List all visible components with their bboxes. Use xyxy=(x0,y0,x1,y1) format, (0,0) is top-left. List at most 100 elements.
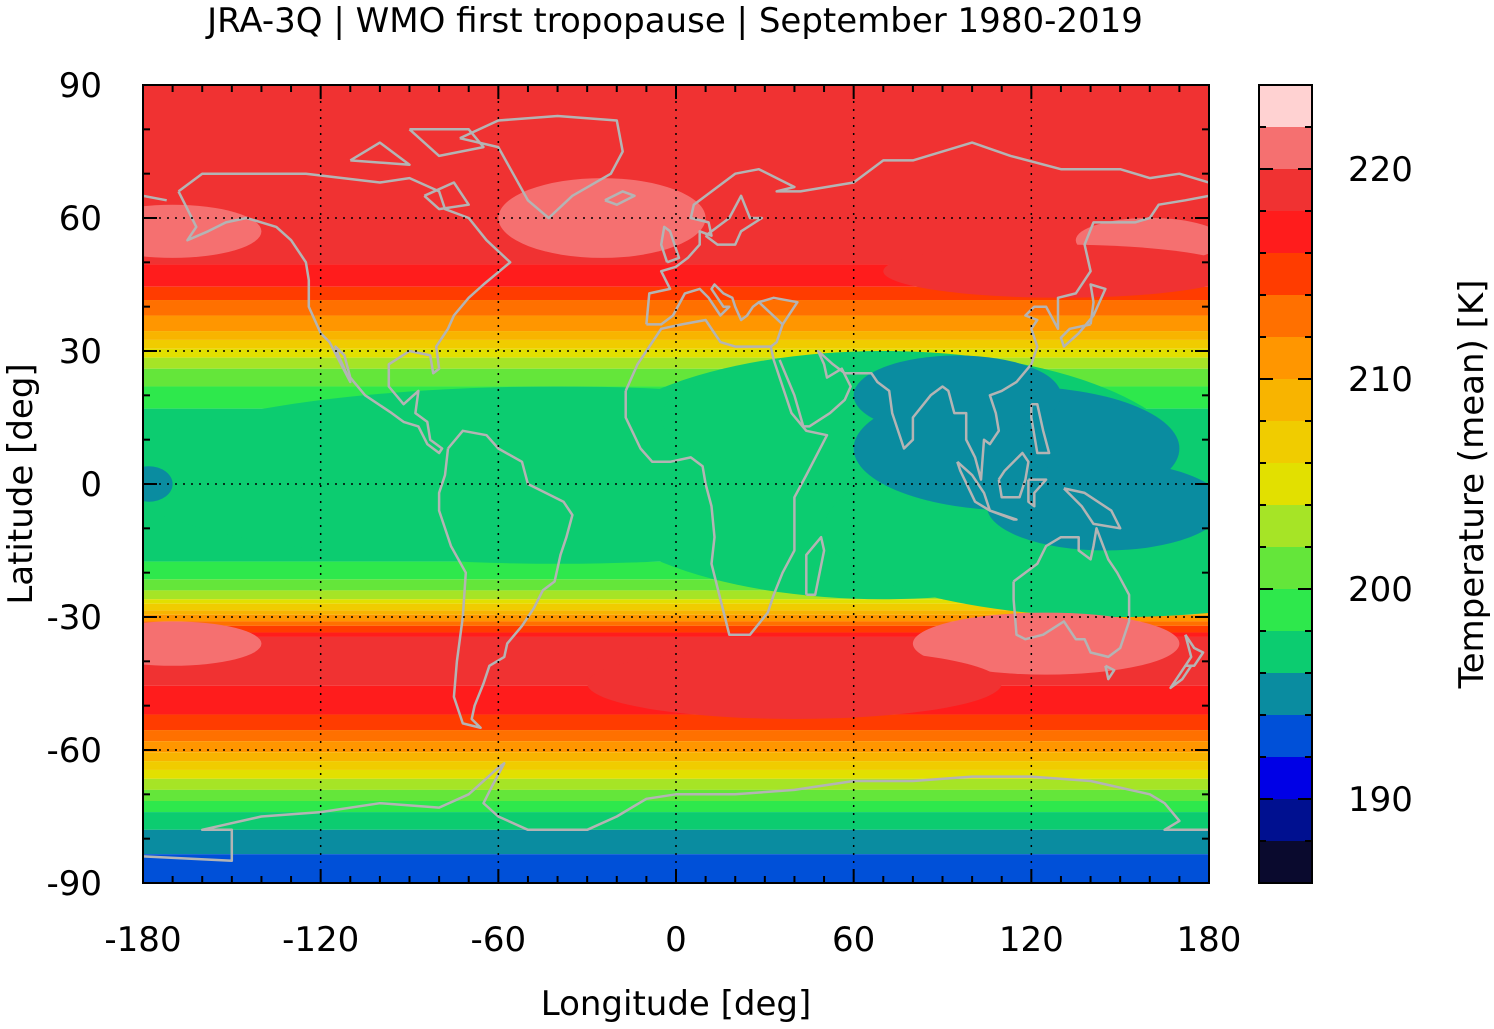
coastline xyxy=(989,509,1018,521)
coastline xyxy=(408,128,485,158)
colorbar-tick-label: 200 xyxy=(1348,570,1413,610)
colorbar-swatch xyxy=(1259,337,1312,379)
temperature-band xyxy=(143,339,1209,349)
tick-marks xyxy=(142,84,1210,884)
colorbar-swatch xyxy=(1259,295,1312,337)
coastline xyxy=(349,141,411,167)
colorbar-tick-label: 190 xyxy=(1348,780,1413,820)
coastline xyxy=(1012,527,1131,659)
colorbar-tick-marks xyxy=(1259,84,1312,884)
temperature-band xyxy=(143,315,1209,332)
coastline xyxy=(1184,634,1205,668)
coastline xyxy=(778,194,1209,481)
coastline xyxy=(997,451,1030,499)
coastline xyxy=(459,114,624,220)
x-tick-label: 180 xyxy=(1177,920,1242,960)
y-axis-label: Latitude [deg] xyxy=(1,363,41,604)
temperature-band xyxy=(143,752,1209,762)
temperature-band xyxy=(143,599,1209,604)
temperature-band xyxy=(143,621,1209,626)
temperature-band xyxy=(143,610,1209,615)
colorbar-label: Temperature (mean) [K] xyxy=(1452,280,1492,690)
x-tick-label: -120 xyxy=(282,920,359,960)
y-tick-label: 0 xyxy=(80,465,102,505)
coastline xyxy=(757,296,799,326)
colorbar-swatch xyxy=(1259,127,1312,169)
temperature-band xyxy=(143,778,1209,790)
colorbar-swatch xyxy=(1259,211,1312,253)
colorbar-swatch xyxy=(1259,463,1312,505)
coastline xyxy=(143,194,167,202)
coastline xyxy=(143,762,1209,863)
y-tick-labels: 90 60 30 0 -30 -60 -90 xyxy=(46,66,102,904)
colorbar-swatch xyxy=(1259,85,1312,127)
colorbar-swatch xyxy=(1259,169,1312,211)
colorbar-swatch xyxy=(1259,589,1312,631)
temperature-anomaly xyxy=(498,178,706,258)
y-tick-label: 60 xyxy=(59,199,102,239)
y-tick-label: -30 xyxy=(46,598,102,638)
temperature-anomaly xyxy=(587,648,1002,719)
temperature-anomaly xyxy=(883,244,1209,298)
x-tick-label: -180 xyxy=(104,920,181,960)
chart-title: JRA-3Q | WMO first tropopause | Septembe… xyxy=(205,1,1143,41)
colorbar xyxy=(1259,85,1312,883)
colorbar-swatch xyxy=(1259,421,1312,463)
coastlines xyxy=(143,114,1209,863)
coastline xyxy=(659,225,681,264)
temperature-band xyxy=(143,579,1209,591)
temperature-anomaly xyxy=(143,621,262,666)
coastline xyxy=(604,190,636,206)
temperature-anomaly xyxy=(143,466,173,502)
colorbar-swatch xyxy=(1259,631,1312,673)
coastline xyxy=(1063,487,1122,530)
x-tick-label: 60 xyxy=(832,920,875,960)
temperature-anomaly xyxy=(912,612,1180,675)
temperature-band xyxy=(143,730,1209,742)
colorbar-swatch xyxy=(1259,715,1312,757)
gridlines xyxy=(143,85,1209,883)
coastline xyxy=(1169,664,1193,690)
coastline xyxy=(423,181,470,211)
colorbar-swatch xyxy=(1259,799,1312,841)
colorbar-tick-label: 220 xyxy=(1348,150,1413,190)
temperature-band xyxy=(143,348,1209,358)
temperature-band xyxy=(143,614,1209,622)
coastline xyxy=(805,535,826,597)
temperature-anomaly xyxy=(143,204,262,258)
colorbar-swatch xyxy=(1259,673,1312,715)
colorbar-tick-label: 210 xyxy=(1348,360,1413,400)
x-axis-label: Longitude [deg] xyxy=(541,984,812,1024)
coastline xyxy=(1059,283,1107,348)
temperature-band xyxy=(143,741,1209,753)
temperature-anomaly xyxy=(853,355,1061,436)
coastline xyxy=(645,141,1209,325)
colorbar-frame xyxy=(1258,84,1313,884)
coastline xyxy=(1030,402,1051,455)
colorbar-swatch xyxy=(1259,547,1312,589)
coastline xyxy=(646,283,760,326)
coastline xyxy=(1027,478,1048,508)
coastline xyxy=(1104,664,1116,681)
y-tick-label: 90 xyxy=(59,66,102,106)
coastline xyxy=(704,194,764,246)
colorbar-swatch xyxy=(1259,379,1312,421)
temperature-band xyxy=(143,812,1209,830)
coastline xyxy=(177,172,512,455)
x-tick-labels: -180 -120 -60 0 60 120 180 xyxy=(104,920,1241,960)
colorbar-swatch xyxy=(1259,505,1312,547)
temperature-band xyxy=(143,590,1209,600)
y-tick-label: -60 xyxy=(46,731,102,771)
coastline xyxy=(437,429,574,730)
colorbar-swatch xyxy=(1259,757,1312,799)
colorbar-swatch xyxy=(1259,841,1312,883)
temperature-band xyxy=(143,331,1209,340)
temperature-band xyxy=(143,603,1209,611)
temperature-band xyxy=(143,632,1209,637)
temperature-band xyxy=(143,357,1209,369)
temperature-anomaly xyxy=(661,373,869,462)
coastline xyxy=(770,324,784,348)
coastline xyxy=(624,318,829,636)
y-tick-label: 30 xyxy=(59,332,102,372)
